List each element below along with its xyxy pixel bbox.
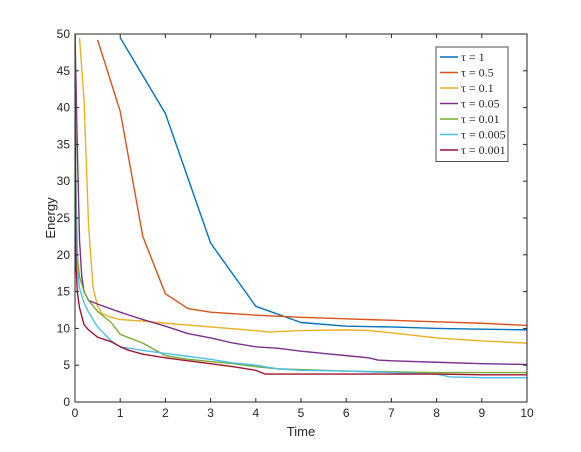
- legend: τ = 1 τ = 0.5τ = 0.1 τ = 0.05τ = 0.01 τ = 0…: [435, 46, 509, 162]
- series-line-2: [96, 39, 527, 327]
- y-tick-label: 40: [57, 101, 71, 115]
- series-line-3: [78, 37, 527, 344]
- x-tick-label: 7: [388, 406, 395, 420]
- x-tick-label: 3: [207, 406, 214, 420]
- x-tick-label: 0: [72, 406, 79, 420]
- legend-label: τ = 0.1: [461, 81, 494, 95]
- legend-label: τ = 0.001: [461, 143, 506, 157]
- legend-label: τ = 0.01: [461, 112, 500, 126]
- y-tick-label: 20: [57, 248, 71, 262]
- x-axis-label: Time: [287, 424, 315, 439]
- legend-label: τ = 1: [461, 50, 485, 64]
- x-tick-label: 10: [520, 406, 534, 420]
- series-line-7: [75, 34, 527, 376]
- x-tick-label: 5: [298, 406, 305, 420]
- series-line-1: [119, 37, 527, 331]
- x-tick-label: 8: [433, 406, 440, 420]
- legend-label: τ = 0.5: [461, 66, 494, 80]
- x-tick-label: 6: [343, 406, 350, 420]
- y-tick-label: 25: [57, 211, 71, 225]
- y-tick-label: 50: [57, 27, 71, 41]
- y-tick-label: 0: [63, 395, 70, 409]
- series-line-6: [75, 34, 527, 379]
- y-tick-label: 45: [57, 64, 71, 78]
- y-tick-label: 15: [57, 285, 71, 299]
- y-tick-label: 10: [57, 321, 71, 335]
- x-tick-label: 4: [252, 406, 259, 420]
- x-tick-label: 9: [478, 406, 485, 420]
- y-tick-label: 5: [63, 358, 70, 372]
- y-axis-label: Energy: [43, 197, 58, 239]
- legend-label: τ = 0.005: [461, 128, 506, 142]
- x-tick-label: 1: [117, 406, 124, 420]
- series-layer: [75, 34, 527, 379]
- x-tick-label: 2: [162, 406, 169, 420]
- y-tick-label: 35: [57, 137, 71, 151]
- legend-label: τ = 0.05: [461, 97, 500, 111]
- y-tick-label: 30: [57, 174, 71, 188]
